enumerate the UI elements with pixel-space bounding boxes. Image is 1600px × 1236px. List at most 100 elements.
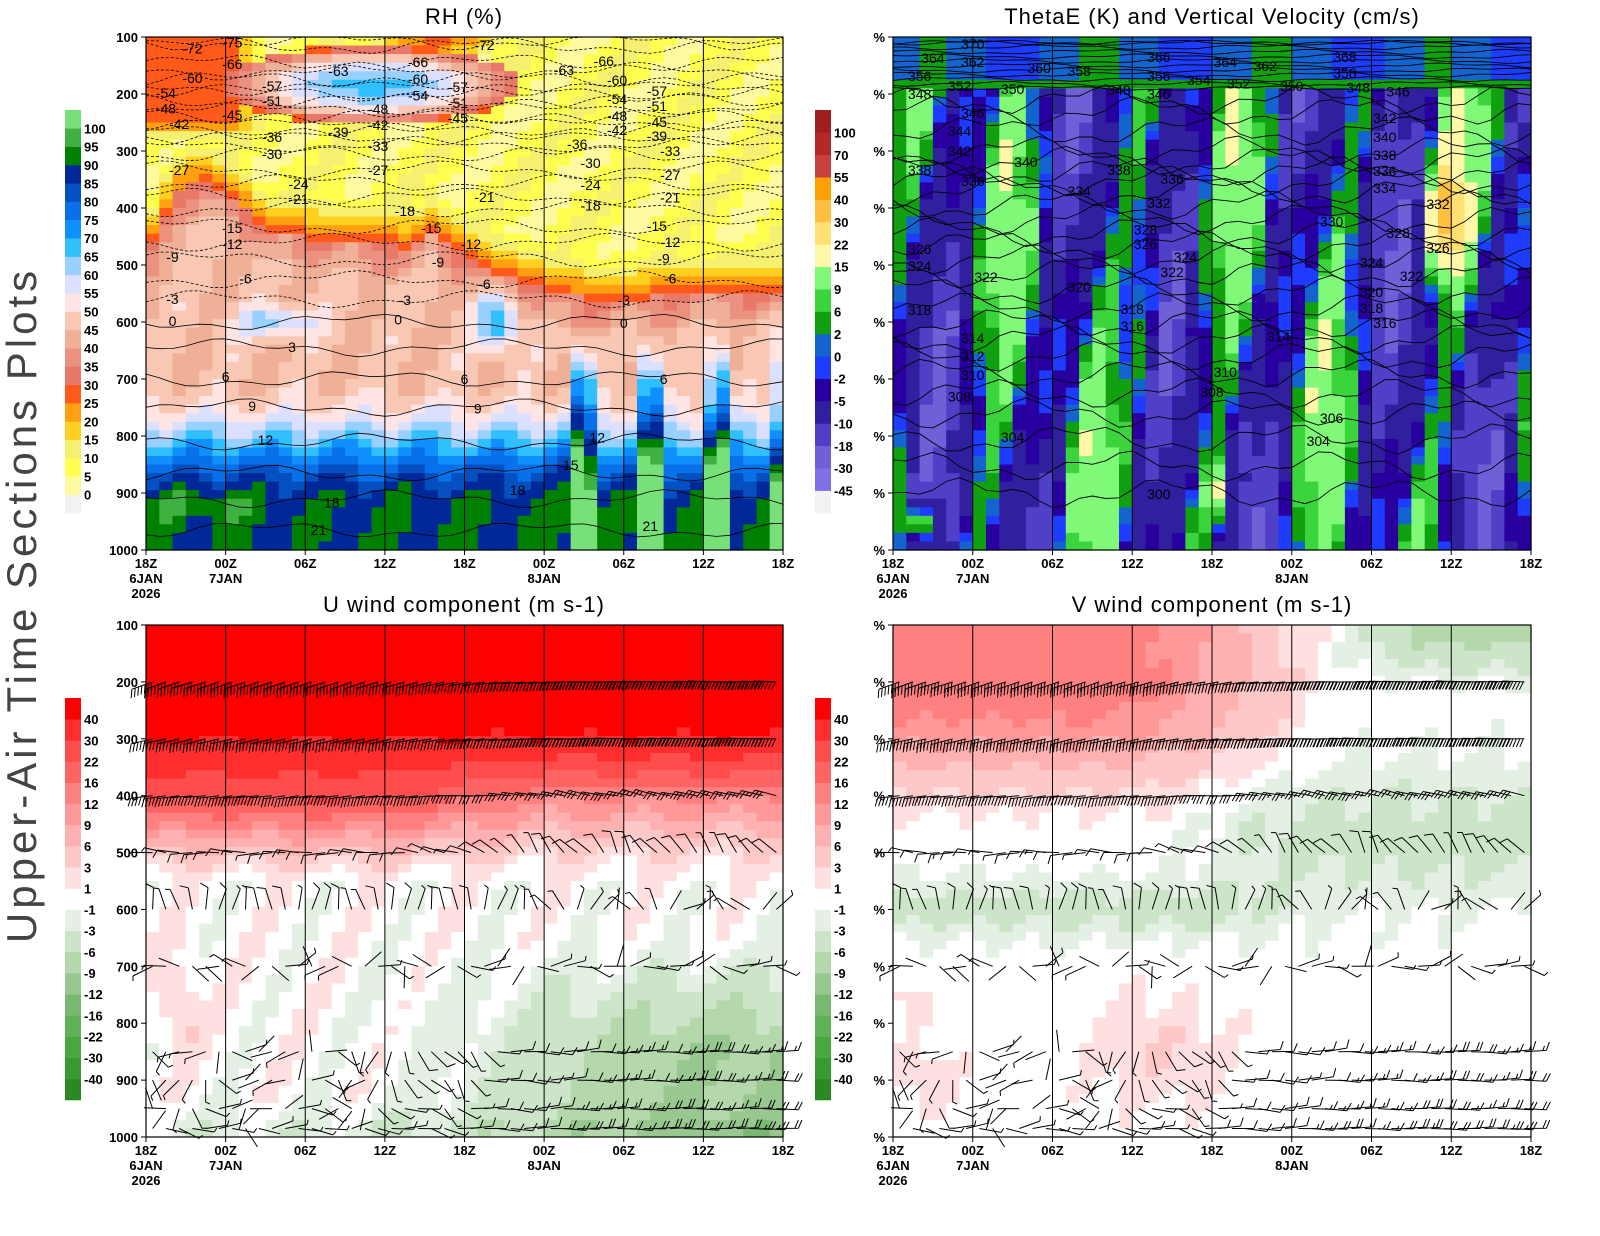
field-cell [1065,310,1080,320]
field-cell [477,327,492,337]
field-cell [345,182,359,192]
field-cell [1025,498,1040,508]
field-cell [570,336,585,346]
field-cell [1158,387,1173,397]
field-cell [999,139,1014,149]
field-cell [676,131,691,141]
field-cell [1291,165,1306,175]
field-cell [1079,464,1093,474]
field-cell [318,148,333,158]
field-cell [451,242,466,252]
field-cell [212,361,227,372]
field-cell [212,438,227,449]
field-cell [146,216,160,226]
field-cell [146,438,160,449]
field-cell [1052,438,1067,449]
field-cell [690,302,704,312]
field-cell [610,259,625,269]
field-cell [1198,242,1213,252]
field-cell [557,524,572,534]
field-cell [972,464,987,474]
field-cell [703,532,718,543]
field-cell [398,233,412,243]
field-cell [583,524,598,534]
field-cell [398,455,412,466]
field-cell [1185,199,1200,209]
field-cell [345,250,359,260]
field-cell [729,310,744,320]
field-cell [1238,105,1253,115]
field-cell [1065,54,1080,64]
field-cell [1278,190,1293,200]
field-cell [583,190,598,200]
field-cell [252,327,267,337]
field-cell [650,182,665,192]
field-cell [530,490,545,500]
field-cell [716,327,731,337]
field-cell [610,413,625,423]
field-cell [756,148,771,158]
field-cell [1092,190,1107,200]
field-cell [1158,327,1173,337]
field-cell [932,387,947,397]
field-cell [1158,242,1173,252]
field-cell [238,481,253,491]
field-cell [345,122,359,132]
field-cell [504,481,519,491]
field-cell [265,199,280,209]
field-cell [557,370,572,380]
field-cell [1225,105,1240,115]
field-cell [305,225,320,235]
field-cell [305,413,320,423]
field-cell [1278,79,1293,89]
field-cell [906,464,921,474]
field-cell [1291,438,1306,449]
field-cell [265,464,280,474]
field-cell [530,208,545,218]
field-cell [1278,353,1293,363]
field-cell [172,45,187,55]
field-cell [959,114,974,124]
field-cell [1278,276,1293,286]
colorbar-swatch [65,293,81,312]
field-cell [623,165,638,175]
field-cell [729,96,744,106]
field-cell [1065,165,1080,175]
field-cell [345,284,359,295]
field-cell [252,447,267,457]
field-cell [305,344,320,354]
field-cell [932,284,947,295]
field-cell [729,515,744,525]
field-cell [663,464,678,474]
field-cell [491,148,505,158]
field-cell [570,208,585,218]
field-cell [172,327,187,337]
field-cell [331,507,346,517]
field-cell [477,396,492,406]
field-cell [597,387,612,397]
field-cell [1039,507,1054,517]
field-cell [650,464,665,474]
field-cell [610,54,625,64]
field-cell [1025,336,1040,346]
field-cell [932,515,947,525]
field-cell [530,532,545,543]
field-cell [172,88,187,98]
field-cell [999,208,1014,218]
field-cell [252,464,267,474]
field-cell [703,96,718,106]
field-cell [159,447,174,457]
field-cell [464,131,479,141]
field-cell [544,54,558,64]
field-cell [305,105,320,115]
field-cell [729,490,744,500]
field-cell [1065,131,1080,141]
field-cell [1065,139,1080,149]
field-cell [1039,122,1054,132]
field-cell [305,379,320,389]
field-cell [1158,250,1173,260]
field-cell [1119,122,1133,132]
field-cell [517,71,532,81]
field-cell [238,473,253,483]
field-cell [1092,490,1107,500]
